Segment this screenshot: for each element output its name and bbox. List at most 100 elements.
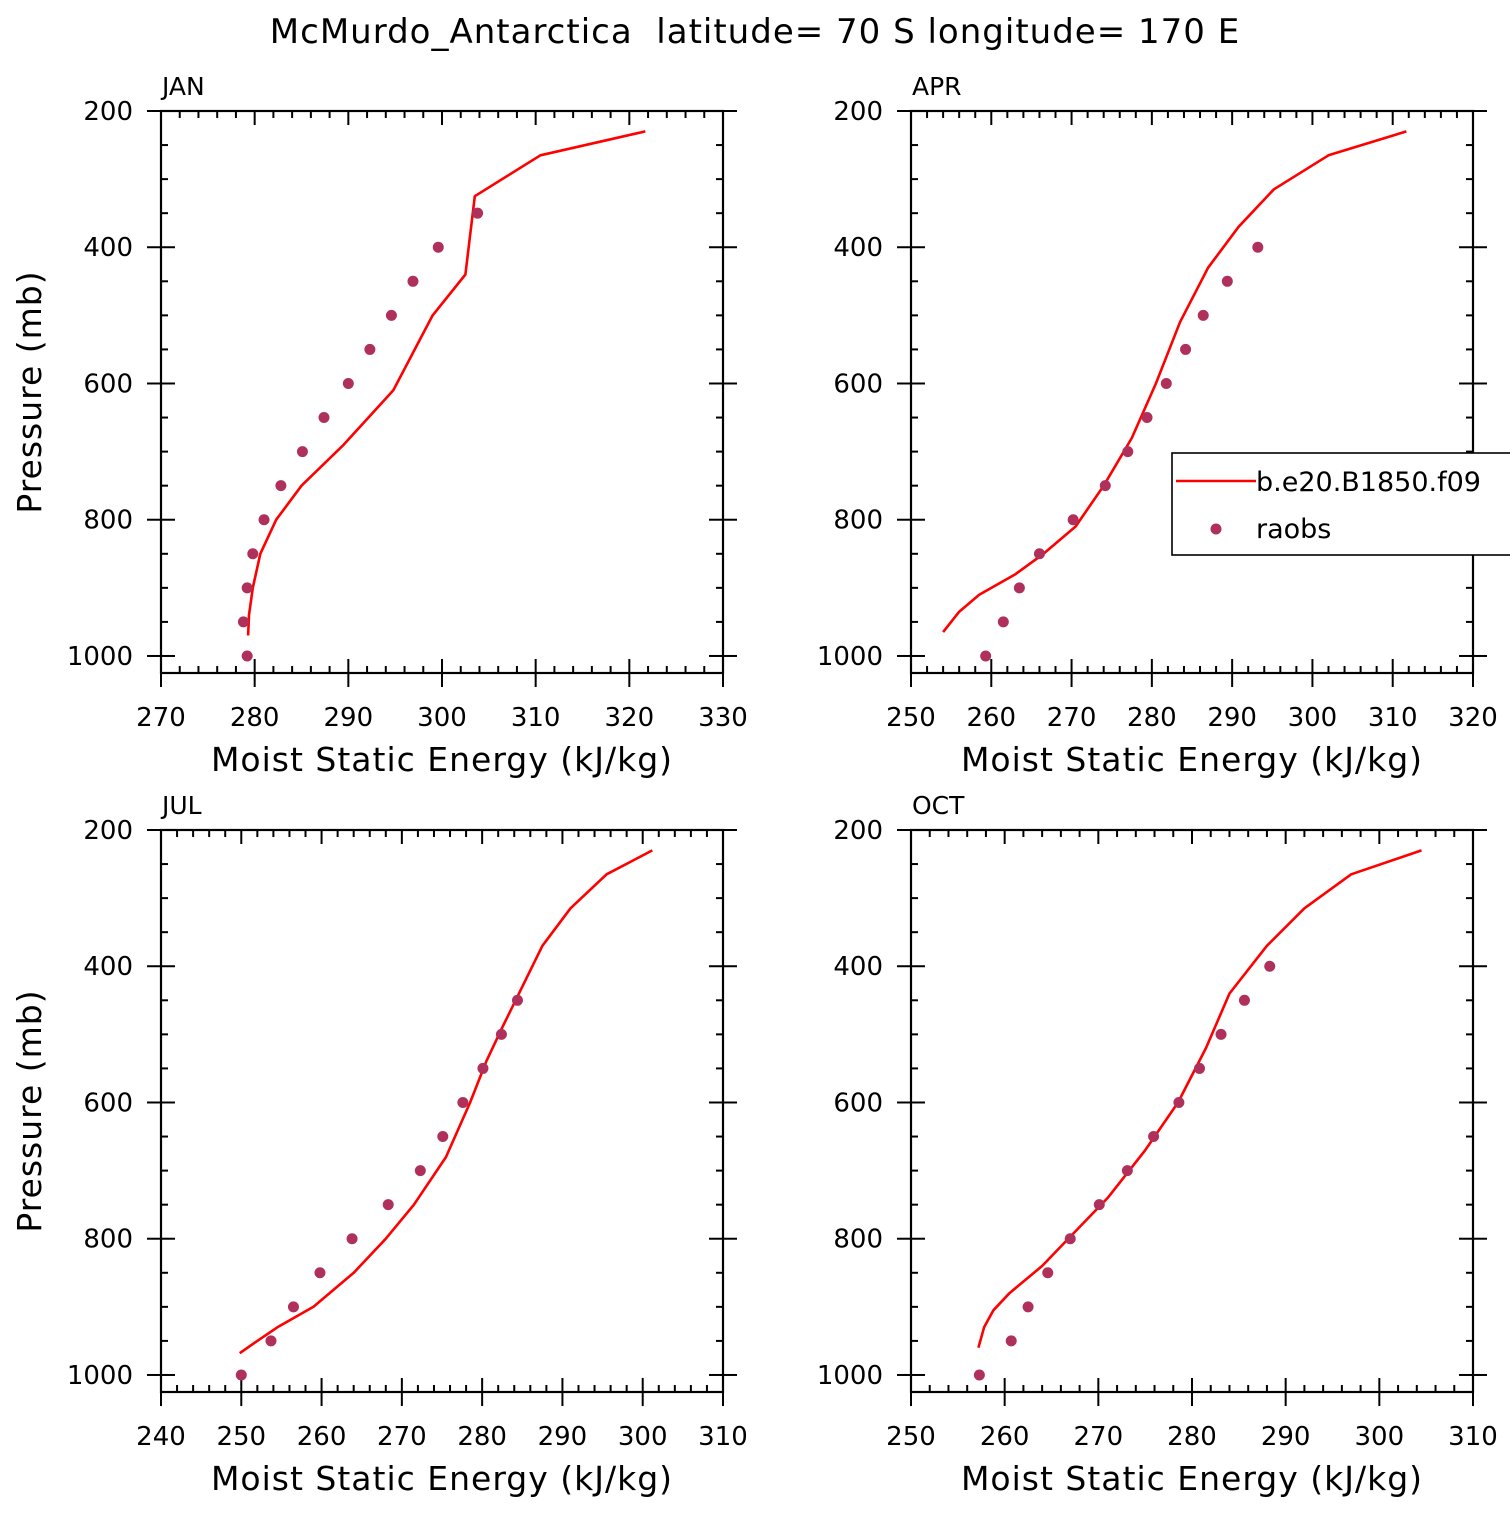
panel-title: APR: [912, 72, 962, 101]
y-tick-label: 800: [83, 506, 133, 536]
x-tick-label: 320: [605, 703, 655, 733]
raobs-point: [1173, 1096, 1185, 1108]
x-tick-label: 300: [618, 1422, 668, 1452]
raobs-point: [1264, 960, 1276, 972]
raobs-point: [1099, 480, 1111, 492]
x-axis-label: Moist Static Energy (kJ/kg): [211, 740, 673, 779]
x-tick-label: 300: [417, 703, 467, 733]
raobs-point: [432, 241, 444, 253]
raobs-point: [477, 1062, 489, 1074]
x-tick-label: 280: [230, 703, 280, 733]
x-tick-label: 300: [1288, 703, 1338, 733]
x-tick-label: 270: [136, 703, 186, 733]
model-line: [977, 849, 1422, 1349]
series-group: [237, 130, 646, 662]
raobs-point: [1005, 1335, 1017, 1347]
raobs-point: [511, 994, 523, 1006]
raobs-point: [247, 548, 259, 560]
raobs-point: [237, 616, 249, 628]
plot-frame: [159, 828, 725, 1394]
y-tick-label: 600: [833, 1088, 883, 1118]
y-tick-label: 200: [83, 816, 133, 846]
y-tick-label: 400: [833, 952, 883, 982]
x-tick-label: 250: [216, 1422, 266, 1452]
panel-title: JAN: [160, 72, 205, 101]
raobs-point: [1067, 514, 1079, 526]
raobs-point: [1122, 446, 1134, 458]
x-tick-label: 310: [511, 703, 561, 733]
y-tick-label: 800: [833, 506, 883, 536]
x-tick-label: 250: [886, 703, 936, 733]
model-line: [238, 849, 653, 1355]
x-tick-label: 310: [1368, 703, 1418, 733]
raobs-point: [407, 275, 419, 287]
y-tick-label: 800: [833, 1225, 883, 1255]
raobs-point: [472, 207, 484, 219]
y-tick-label: 600: [833, 369, 883, 399]
series-group: [235, 849, 653, 1381]
legend-box: [1171, 452, 1510, 556]
raobs-point: [258, 514, 270, 526]
raobs-point: [342, 377, 354, 389]
y-axis-label: Pressure (mb): [10, 270, 49, 513]
panel-title: JUL: [160, 791, 202, 820]
panel-jul: 240 250 260 270 280 290 300 310 200 400 600 800 1000…: [10, 791, 748, 1498]
x-tick-label: 290: [538, 1422, 588, 1452]
y-tick-label: 200: [833, 97, 883, 127]
raobs-point: [973, 1369, 985, 1381]
y-tick-label: 400: [833, 233, 883, 263]
raobs-point: [318, 412, 330, 424]
legend-model-label: b.e20.B1850.f09: [1256, 467, 1481, 498]
raobs-point: [1064, 1233, 1076, 1245]
raobs-point: [241, 650, 253, 662]
x-tick-label: 260: [966, 703, 1016, 733]
figure-title: McMurdo_Antarctica latitude= 70 S longit…: [269, 12, 1241, 52]
x-tick-label: 270: [377, 1422, 427, 1452]
x-tick-label: 260: [980, 1422, 1030, 1452]
x-tick-label: 290: [324, 703, 374, 733]
y-tick-label: 1000: [817, 642, 883, 672]
raobs-point: [1033, 548, 1045, 560]
x-tick-label: 250: [886, 1422, 936, 1452]
y-tick-label: 1000: [67, 1361, 133, 1391]
y-axis-label: Pressure (mb): [10, 989, 49, 1232]
raobs-point: [287, 1301, 299, 1313]
legend: b.e20.B1850.f09 raobs: [1171, 452, 1510, 556]
raobs-point: [1148, 1131, 1160, 1143]
model-line: [246, 130, 646, 636]
raobs-point: [382, 1199, 394, 1211]
x-tick-label: 290: [1261, 1422, 1311, 1452]
legend-obs-label: raobs: [1256, 514, 1331, 545]
y-tick-label: 400: [83, 952, 133, 982]
raobs-point: [495, 1028, 507, 1040]
x-tick-label: 280: [457, 1422, 507, 1452]
raobs-point: [275, 480, 287, 492]
raobs-point: [997, 616, 1009, 628]
x-axis-label: Moist Static Energy (kJ/kg): [961, 740, 1423, 779]
raobs-point: [437, 1131, 449, 1143]
raobs-point: [1193, 1062, 1205, 1074]
raobs-point: [1180, 343, 1192, 355]
legend-dot-swatch: [1210, 523, 1222, 535]
raobs-point: [1013, 582, 1025, 594]
raobs-point: [1121, 1165, 1133, 1177]
raobs-point: [314, 1267, 326, 1279]
raobs-point: [414, 1165, 426, 1177]
x-axis-label: Moist Static Energy (kJ/kg): [211, 1459, 673, 1498]
plot-frame: [909, 109, 1475, 675]
y-tick-label: 200: [833, 816, 883, 846]
x-tick-label: 270: [1047, 703, 1097, 733]
raobs-point: [1197, 309, 1209, 321]
y-tick-label: 600: [83, 369, 133, 399]
x-tick-label: 310: [698, 1422, 748, 1452]
raobs-point: [346, 1233, 358, 1245]
series-group: [973, 849, 1422, 1381]
x-tick-label: 280: [1167, 1422, 1217, 1452]
model-line: [942, 130, 1407, 633]
series-group: [942, 130, 1407, 662]
panel-apr: 250 260 270 280 290 300 310 320 200 400 600 800 1000…: [817, 72, 1498, 779]
raobs-point: [980, 650, 992, 662]
raobs-point: [1252, 241, 1264, 253]
raobs-point: [1042, 1267, 1054, 1279]
